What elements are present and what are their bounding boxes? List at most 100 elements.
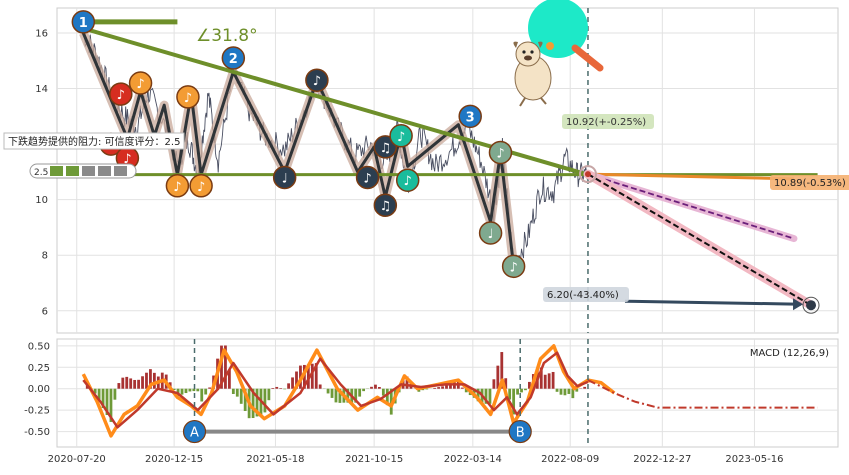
marker-label: ♪: [197, 180, 205, 195]
zigzag-marker: ♪: [489, 141, 511, 163]
macd-histogram-bar: [567, 389, 570, 394]
marker-label: ♪: [404, 174, 412, 189]
current-price-label-text: 10.92(+-0.25%): [566, 117, 646, 128]
macd-histogram-bar: [196, 389, 199, 392]
marker-label: ♪: [184, 91, 192, 106]
macd-y-tick-label: -0.25: [24, 406, 50, 417]
zigzag-marker: ♪: [397, 169, 419, 191]
zigzag-marker: 2: [222, 47, 244, 69]
macd-histogram-bar: [287, 383, 290, 388]
ball: [546, 42, 554, 50]
macd-y-tick-label: 0.50: [28, 341, 50, 352]
dog-eye: [530, 50, 533, 53]
macd-point-label: A: [190, 426, 199, 441]
macd-histogram-bar: [358, 389, 361, 397]
macd-histogram-bar: [441, 386, 444, 388]
macd-histogram-bar: [382, 389, 385, 396]
macd-histogram-bar: [520, 389, 523, 393]
dog-nose: [524, 56, 532, 61]
zigzag-marker: ♪: [390, 125, 412, 147]
macd-histogram-bar: [264, 389, 267, 413]
macd-histogram-bar: [236, 389, 239, 397]
target-dot: [806, 300, 816, 310]
rating-block: [82, 166, 95, 176]
macd-histogram-bar: [556, 389, 559, 392]
current-price-label: 10.92(+-0.25%): [562, 114, 654, 129]
forecast-up-label: 10.89(-0.53%): [770, 175, 849, 190]
zigzag-marker: ♪: [357, 166, 379, 188]
macd-histogram-bar: [544, 375, 547, 389]
macd-histogram-bar: [153, 373, 156, 389]
macd-histogram-bar: [192, 389, 195, 391]
macd-histogram-bar: [240, 389, 243, 404]
zigzag-marker: 1: [72, 11, 94, 33]
zigzag-marker: ♩: [274, 166, 296, 188]
macd-histogram-bar: [331, 389, 334, 398]
marker-label: ♪: [313, 74, 321, 89]
macd-histogram-bar: [319, 384, 322, 388]
y-tick-label: 10: [35, 195, 48, 206]
macd-histogram-bar: [437, 387, 440, 389]
macd-histogram-bar: [133, 380, 136, 389]
macd-histogram-bar: [117, 383, 120, 389]
macd-histogram-bar: [552, 372, 555, 389]
macd-histogram-bar: [492, 379, 495, 388]
zigzag-marker: ♪: [130, 72, 152, 94]
macd-histogram-bar: [121, 378, 124, 389]
marker-label: ♪: [496, 146, 504, 161]
macd-histogram-bar: [125, 377, 128, 389]
marker-label: 1: [79, 16, 88, 31]
macd-histogram-bar: [425, 389, 428, 390]
marker-label: 3: [466, 110, 475, 125]
macd-histogram-bar: [433, 388, 436, 389]
zigzag-marker: ♪: [166, 175, 188, 197]
marker-label: ♪: [363, 171, 371, 186]
macd-histogram-bar: [516, 389, 519, 395]
resistance-note: 下跌趋势提供的阻力: 可信度评分：2.5: [4, 133, 184, 149]
marker-label: ♪: [117, 88, 125, 103]
macd-histogram-bar: [327, 389, 330, 394]
macd-histogram-bar: [378, 387, 381, 389]
macd-histogram-bar: [141, 376, 144, 388]
marker-label: ♩: [488, 227, 494, 242]
macd-histogram-bar: [283, 389, 286, 390]
resistance-note-text: 下跌趋势提供的阻力: 可信度评分：2.5: [8, 135, 180, 148]
rating-block: [98, 166, 111, 176]
zigzag-marker: ♪: [110, 83, 132, 105]
dog-eye: [522, 50, 525, 53]
x-tick-label: 2020-07-20: [48, 454, 106, 465]
x-tick-label: 2021-10-15: [345, 454, 403, 465]
macd-histogram-bar: [267, 389, 270, 400]
y-tick-label: 14: [35, 84, 48, 95]
macd-histogram-bar: [204, 389, 207, 395]
zigzag-marker: ♪: [306, 69, 328, 91]
target-price-label-text: 6.20(-43.40%): [547, 290, 619, 301]
current-dot: [585, 171, 591, 177]
forecast-up-label-text: 10.89(-0.53%): [774, 178, 846, 189]
macd-y-tick-label: 0.00: [28, 384, 50, 395]
macd-histogram-bar: [271, 388, 274, 389]
target-price-label: 6.20(-43.40%): [543, 287, 629, 302]
rating-value: 2.5: [34, 168, 48, 178]
x-tick-label: 2022-03-14: [444, 454, 502, 465]
macd-histogram-bar: [181, 389, 184, 395]
macd-histogram-bar: [445, 385, 448, 388]
macd-histogram-bar: [114, 389, 117, 400]
macd-histogram-bar: [374, 385, 377, 389]
macd-histogram-bar: [583, 387, 586, 389]
y-tick-label: 8: [42, 251, 48, 262]
macd-point-label: B: [516, 426, 525, 441]
marker-label: ♫: [379, 199, 391, 214]
zigzag-marker: ♪: [503, 255, 525, 277]
rating-block: [50, 166, 63, 176]
zigzag-marker: 3: [459, 105, 481, 127]
macd-histogram-bar: [279, 388, 282, 389]
macd-histogram-bar: [524, 389, 527, 390]
macd-histogram-bar: [129, 378, 132, 388]
rating-block: [114, 166, 127, 176]
y-tick-label: 16: [35, 29, 48, 40]
marker-label: ♪: [173, 180, 181, 195]
macd-histogram-bar: [275, 387, 278, 389]
